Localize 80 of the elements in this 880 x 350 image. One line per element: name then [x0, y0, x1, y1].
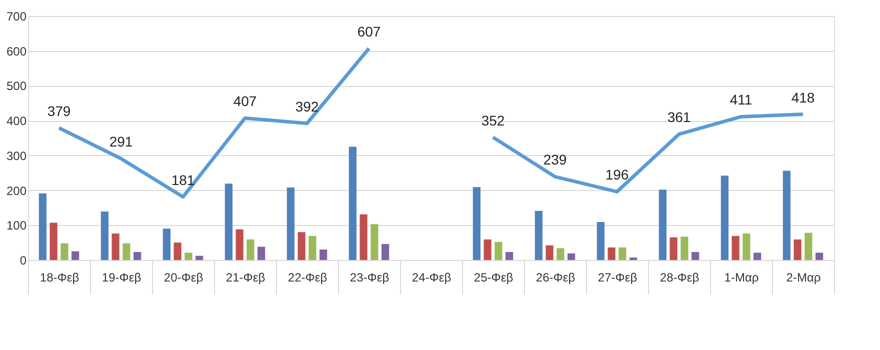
bar — [134, 252, 142, 260]
data-label: 392 — [295, 98, 319, 114]
data-label: 418 — [791, 89, 815, 106]
bar — [60, 243, 68, 260]
bar — [38, 193, 46, 260]
x-tick-label: 18-Φεβ — [40, 270, 80, 284]
x-tick-label: 20-Φεβ — [164, 270, 204, 284]
bar — [720, 176, 728, 260]
bar — [370, 224, 378, 260]
y-tick-label: 100 — [6, 218, 27, 233]
x-tick-label: 23-Φεβ — [350, 270, 390, 284]
bar — [546, 245, 554, 260]
bar — [782, 170, 790, 260]
bar — [308, 236, 316, 260]
y-tick-label: 400 — [6, 114, 27, 128]
x-tick-label: 21-Φεβ — [226, 270, 266, 284]
bar — [162, 228, 170, 260]
x-tick-label: 2-Μαρ — [786, 270, 821, 284]
data-label: 407 — [233, 93, 257, 110]
bar — [50, 222, 58, 260]
x-tick-label: 28-Φεβ — [660, 270, 700, 284]
bar — [236, 229, 244, 260]
bar — [608, 247, 616, 260]
bar — [658, 190, 666, 260]
bar — [196, 256, 204, 260]
bar — [298, 232, 306, 260]
bar — [72, 251, 80, 260]
bar — [122, 243, 130, 260]
bar — [680, 236, 688, 260]
bar — [174, 242, 182, 260]
bar — [348, 146, 356, 260]
data-label: 196 — [605, 166, 629, 183]
data-label: 379 — [47, 102, 71, 119]
data-label: 361 — [667, 109, 691, 126]
y-tick-label: 700 — [6, 10, 27, 24]
bar — [494, 242, 502, 260]
bar — [360, 214, 368, 260]
bar — [320, 250, 328, 260]
bar — [732, 236, 740, 260]
x-tick-label: 27-Φεβ — [598, 270, 638, 284]
bar — [534, 210, 542, 260]
bar — [804, 232, 812, 260]
bar — [794, 239, 802, 260]
bar — [568, 253, 576, 260]
bar — [246, 239, 254, 260]
data-label: 352 — [481, 112, 505, 128]
data-label: 239 — [543, 152, 567, 168]
bar — [742, 234, 750, 260]
bar — [286, 187, 294, 260]
x-tick-label: 26-Φεβ — [536, 270, 576, 284]
x-tick-label: 24-Φεβ — [412, 270, 452, 284]
bar — [184, 252, 192, 260]
y-tick-label: 0 — [20, 254, 27, 268]
bar — [816, 252, 824, 260]
bar — [258, 246, 266, 260]
bar — [506, 252, 514, 260]
bar — [670, 237, 678, 260]
bar — [382, 244, 390, 260]
y-tick-label: 500 — [6, 79, 27, 94]
bar — [224, 184, 232, 260]
data-label: 181 — [171, 172, 195, 188]
data-label: 291 — [109, 134, 133, 150]
bar — [472, 187, 480, 260]
bar — [100, 212, 108, 260]
bar — [596, 222, 604, 260]
x-tick-label: 1-Μαρ — [724, 270, 759, 284]
y-tick-label: 200 — [6, 184, 27, 198]
data-label: 411 — [730, 92, 752, 108]
x-tick-label: 22-Φεβ — [288, 270, 328, 284]
bar — [754, 252, 762, 260]
y-tick-label: 600 — [6, 44, 27, 58]
bar — [618, 247, 626, 260]
bar — [556, 248, 564, 260]
data-label: 607 — [357, 23, 381, 40]
y-tick-label: 300 — [6, 148, 27, 163]
x-tick-label: 19-Φεβ — [102, 270, 142, 284]
bar — [112, 234, 120, 260]
bar — [692, 252, 700, 260]
x-tick-label: 25-Φεβ — [474, 270, 514, 284]
bar — [484, 239, 492, 260]
